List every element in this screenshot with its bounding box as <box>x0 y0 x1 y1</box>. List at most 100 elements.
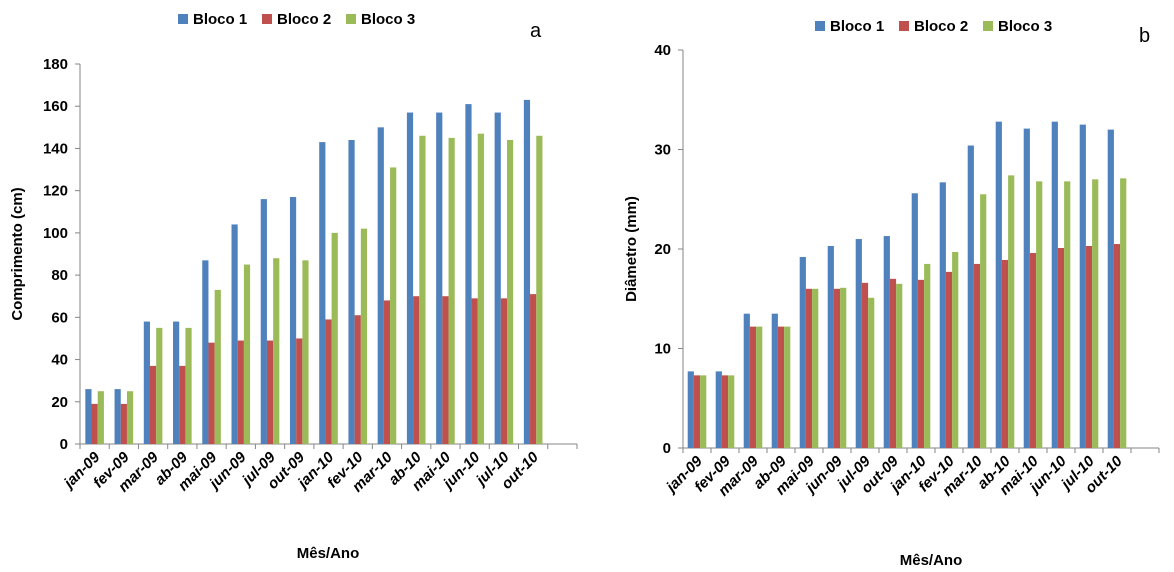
bar-bloco-3 <box>952 251 959 448</box>
chart-panel-b: 0 10 20 30 40 jan-09 fev-09 mar-09 ab-09 mai-09 ju… <box>587 0 1174 572</box>
bar-bloco-3 <box>784 326 791 448</box>
bar-bloco-1 <box>494 112 501 445</box>
bar-bloco-1 <box>348 140 355 444</box>
bar-bloco-3 <box>97 391 104 444</box>
bar-bloco-1 <box>85 389 92 444</box>
bar-bloco-2 <box>777 326 785 448</box>
y-tick-label: 160 <box>43 98 68 115</box>
bar-bloco-2 <box>1029 252 1037 448</box>
legend-label: Bloco 1 <box>193 11 247 28</box>
x-axis-title: Mês/Ano <box>297 545 360 562</box>
bar-bloco-1 <box>939 182 946 448</box>
y-tick-label: 140 <box>43 140 68 157</box>
bar-bloco-3 <box>331 232 338 444</box>
y-axis-title: Comprimento (cm) <box>9 187 26 320</box>
bar-bloco-3 <box>980 194 987 448</box>
bar-bloco-3 <box>536 135 543 444</box>
bar-bloco-2 <box>917 279 925 448</box>
y-tick-label: 80 <box>51 267 68 284</box>
y-tick-label: 0 <box>663 440 671 457</box>
legend-label: Bloco 3 <box>361 11 415 28</box>
y-tick-label: 20 <box>51 394 68 411</box>
bar-bloco-2 <box>500 298 508 444</box>
y-tick-label: 60 <box>51 309 68 326</box>
legend-swatch <box>178 14 188 24</box>
bar-bloco-1 <box>289 197 297 444</box>
legend-label: Bloco 1 <box>830 18 884 35</box>
y-tick-label: 100 <box>43 225 68 242</box>
bar-bloco-3 <box>360 228 368 444</box>
bar-bloco-2 <box>266 340 274 444</box>
bar-bloco-1 <box>911 193 918 448</box>
chart-b-svg: 010203040jan-09fev-09mar-09ab-09mai-09ju… <box>623 18 1160 569</box>
bar-bloco-2 <box>833 288 841 448</box>
y-tick-label: 20 <box>654 241 671 258</box>
bar-bloco-3 <box>1036 181 1043 448</box>
bar-bloco-1 <box>995 121 1002 448</box>
bar-bloco-2 <box>208 342 215 444</box>
bar-bloco-2 <box>325 319 332 444</box>
bar-bloco-2 <box>179 365 186 444</box>
bar-bloco-3 <box>840 287 847 448</box>
bar-bloco-2 <box>1057 248 1065 448</box>
bar-bloco-1 <box>715 371 722 448</box>
bar-bloco-2 <box>413 296 420 444</box>
bar-bloco-1 <box>406 112 414 445</box>
bar-bloco-1 <box>1023 128 1030 449</box>
bar-bloco-2 <box>805 288 813 448</box>
bar-bloco-3 <box>924 263 931 448</box>
bar-bloco-1 <box>523 99 531 444</box>
bar-bloco-2 <box>149 365 157 444</box>
bar-bloco-2 <box>1001 259 1009 448</box>
bar-bloco-3 <box>419 135 426 444</box>
bar-bloco-1 <box>436 112 443 445</box>
bar-bloco-3 <box>756 326 763 448</box>
bar-bloco-3 <box>390 167 397 444</box>
bar-bloco-2 <box>749 326 757 448</box>
legend-label: Bloco 2 <box>277 11 331 28</box>
bar-bloco-2 <box>296 338 303 444</box>
bar-bloco-3 <box>243 264 251 444</box>
bar-bloco-1 <box>827 246 834 448</box>
y-tick-label: 40 <box>654 42 671 59</box>
bar-bloco-1 <box>114 389 121 444</box>
legend-swatch <box>815 21 825 31</box>
bar-bloco-3 <box>302 260 309 444</box>
bar-bloco-3 <box>728 375 735 448</box>
bar-bloco-2 <box>120 403 127 444</box>
bar-bloco-2 <box>237 340 244 444</box>
bar-bloco-1 <box>173 321 180 444</box>
bar-bloco-3 <box>1064 181 1071 448</box>
bar-bloco-2 <box>1085 246 1093 448</box>
bar-bloco-2 <box>1113 244 1121 448</box>
panel-letter: a <box>530 20 542 42</box>
bar-bloco-3 <box>1120 178 1127 449</box>
y-tick-label: 180 <box>43 56 68 73</box>
bar-bloco-1 <box>377 127 384 444</box>
y-axis-title: Diâmetro (mm) <box>623 196 640 302</box>
bar-bloco-2 <box>530 294 537 444</box>
bar-bloco-3 <box>812 288 819 448</box>
bar-bloco-2 <box>861 282 869 448</box>
y-tick-label: 30 <box>654 142 671 159</box>
bar-bloco-1 <box>1079 124 1086 448</box>
y-tick-label: 10 <box>654 341 671 358</box>
legend-swatch <box>899 21 909 31</box>
bar-bloco-3 <box>477 133 484 444</box>
bar-bloco-3 <box>896 283 903 448</box>
bar-bloco-1 <box>855 239 862 448</box>
bar-bloco-1 <box>319 142 326 444</box>
bar-bloco-2 <box>973 263 981 448</box>
bar-bloco-2 <box>442 296 449 444</box>
bar-bloco-2 <box>721 375 729 448</box>
bar-bloco-3 <box>507 140 514 444</box>
legend-label: Bloco 2 <box>914 18 968 35</box>
bar-bloco-1 <box>1107 129 1114 448</box>
bar-bloco-3 <box>700 375 707 448</box>
chart-a-svg: 020406080100120140160180jan-09fev-09mar-… <box>9 11 578 562</box>
bar-bloco-3 <box>1092 179 1099 448</box>
bar-bloco-2 <box>354 315 361 444</box>
bar-bloco-2 <box>471 298 478 444</box>
bar-bloco-1 <box>687 371 694 448</box>
bar-bloco-3 <box>214 289 221 444</box>
